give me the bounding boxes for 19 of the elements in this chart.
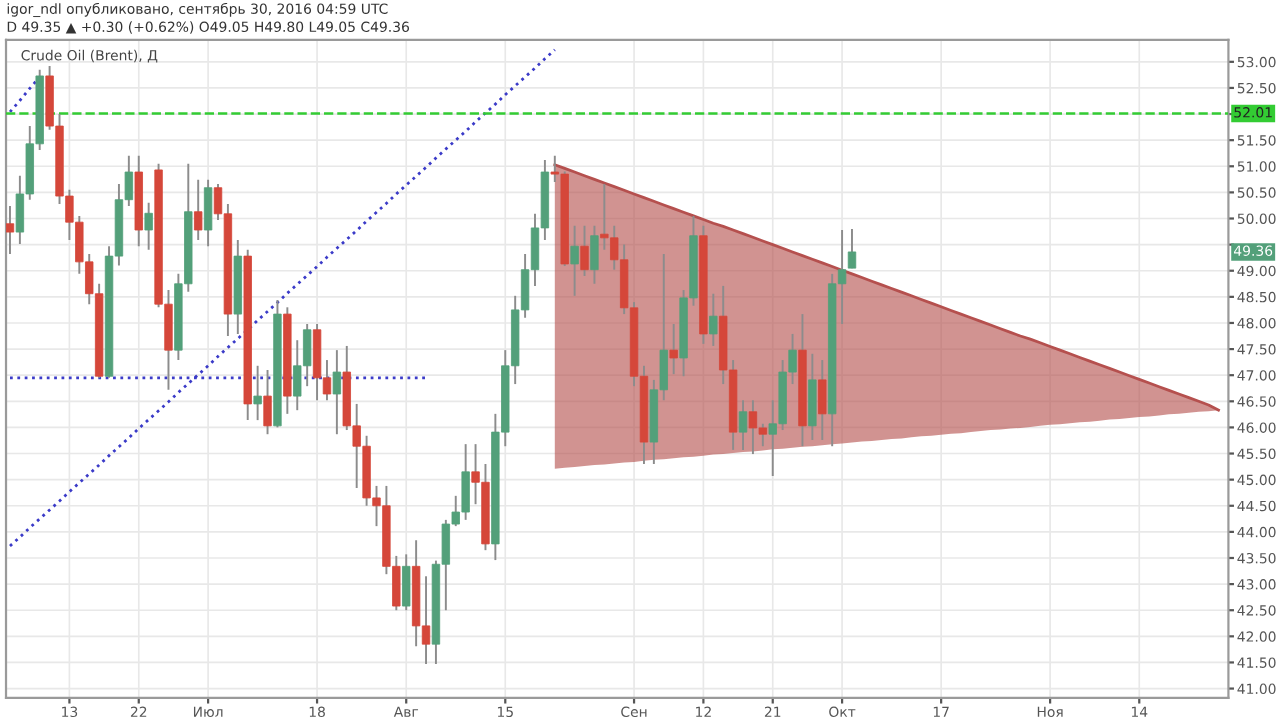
candlestick <box>402 553 411 612</box>
candlestick <box>738 399 748 451</box>
candlestick <box>253 364 262 422</box>
candlestick <box>263 369 272 436</box>
candlestick <box>570 224 579 297</box>
line-series <box>553 163 1220 412</box>
candlestick <box>580 224 589 277</box>
candlestick <box>590 224 599 285</box>
candlestick <box>6 205 15 255</box>
line-series <box>8 48 557 548</box>
candlestick <box>194 178 203 241</box>
candlestick <box>203 178 213 248</box>
candlestick <box>808 352 817 441</box>
candlestick <box>818 359 827 441</box>
candlestick <box>847 227 857 270</box>
candlestick <box>669 323 678 376</box>
candlestick <box>709 292 718 347</box>
candlestick <box>144 201 153 251</box>
candlestick <box>332 349 342 436</box>
